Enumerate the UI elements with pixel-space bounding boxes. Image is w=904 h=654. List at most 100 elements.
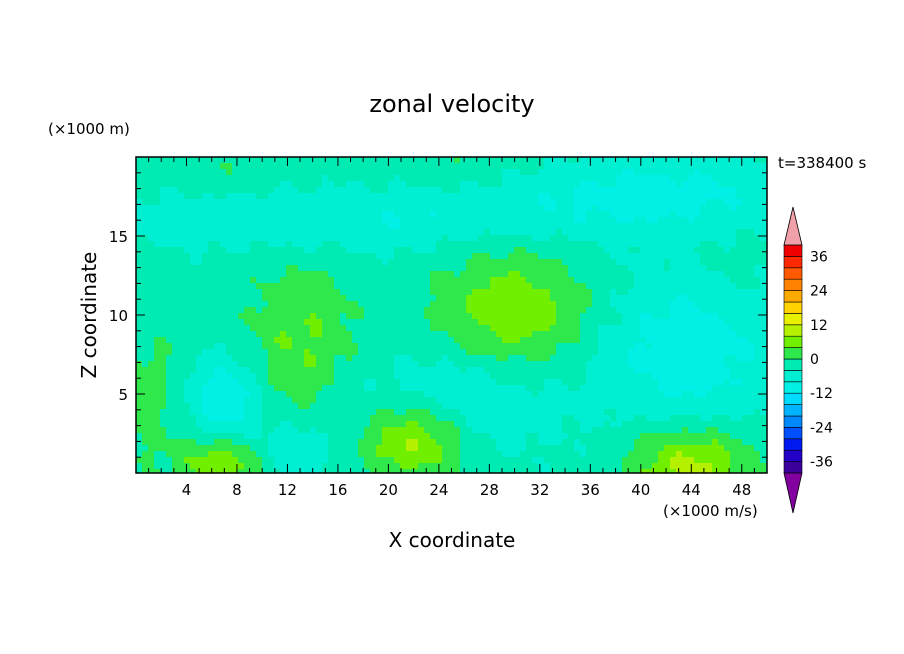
field-cell xyxy=(520,409,527,416)
field-cell xyxy=(400,229,407,236)
field-cell xyxy=(328,175,335,182)
field-cell xyxy=(244,469,251,474)
field-cell xyxy=(574,277,581,284)
field-cell xyxy=(568,373,575,380)
field-cell xyxy=(256,241,263,248)
field-cell xyxy=(178,391,185,398)
field-cell xyxy=(286,199,293,206)
field-cell xyxy=(364,415,371,422)
field-cell xyxy=(598,187,605,194)
field-cell xyxy=(454,457,461,464)
field-cell xyxy=(142,343,149,350)
field-cell xyxy=(316,325,323,332)
field-cell xyxy=(214,247,221,254)
field-cell xyxy=(220,247,227,254)
field-cell xyxy=(418,361,425,368)
field-cell xyxy=(700,157,707,164)
field-cell xyxy=(478,427,485,434)
field-cell xyxy=(676,391,683,398)
field-cell xyxy=(592,337,599,344)
field-cell xyxy=(670,253,677,260)
field-cell xyxy=(196,361,203,368)
field-cell xyxy=(412,157,419,164)
field-cell xyxy=(214,427,221,434)
field-cell xyxy=(286,415,293,422)
field-cell xyxy=(412,247,419,254)
field-cell xyxy=(574,373,581,380)
field-cell xyxy=(172,289,179,296)
field-cell xyxy=(556,205,563,212)
field-cell xyxy=(412,433,419,440)
field-cell xyxy=(640,199,647,206)
field-cell xyxy=(376,355,383,362)
field-cell xyxy=(556,271,563,278)
field-cell xyxy=(400,451,407,458)
field-cell xyxy=(286,391,293,398)
field-cell xyxy=(244,241,251,248)
field-cell xyxy=(196,349,203,356)
field-cell xyxy=(316,205,323,212)
field-cell xyxy=(628,193,635,200)
field-cell xyxy=(430,241,437,248)
field-cell xyxy=(586,253,593,260)
field-cell xyxy=(370,205,377,212)
field-cell xyxy=(406,259,413,266)
field-cell xyxy=(394,163,401,170)
field-cell xyxy=(442,385,449,392)
field-cell xyxy=(688,439,695,446)
field-cell xyxy=(484,235,491,242)
field-cell xyxy=(646,403,653,410)
field-cell xyxy=(262,319,269,326)
field-cell xyxy=(178,469,185,474)
field-cell xyxy=(436,211,443,218)
field-cell xyxy=(184,469,191,474)
field-cell xyxy=(496,175,503,182)
field-cell xyxy=(586,157,593,164)
field-cell xyxy=(640,409,647,416)
field-cell xyxy=(610,433,617,440)
field-cell xyxy=(208,283,215,290)
field-cell xyxy=(682,223,689,230)
field-cell xyxy=(682,403,689,410)
field-cell xyxy=(508,199,515,206)
field-cell xyxy=(184,379,191,386)
field-cell xyxy=(322,169,329,176)
field-cell xyxy=(532,313,539,320)
field-cell xyxy=(166,229,173,236)
field-cell xyxy=(250,187,257,194)
field-cell xyxy=(358,295,365,302)
field-cell xyxy=(376,331,383,338)
field-cell xyxy=(154,469,161,474)
field-cell xyxy=(568,205,575,212)
field-cell xyxy=(280,457,287,464)
field-cell xyxy=(256,403,263,410)
field-cell xyxy=(238,463,245,470)
field-cell xyxy=(694,163,701,170)
field-cell xyxy=(274,469,281,474)
field-cell xyxy=(598,205,605,212)
field-cell xyxy=(286,313,293,320)
field-cell xyxy=(646,259,653,266)
field-cell xyxy=(388,445,395,452)
field-cell xyxy=(640,433,647,440)
field-cell xyxy=(502,319,509,326)
field-cell xyxy=(382,439,389,446)
field-cell xyxy=(496,259,503,266)
field-cell xyxy=(376,283,383,290)
field-cell xyxy=(646,277,653,284)
field-cell xyxy=(538,235,545,242)
field-cell xyxy=(172,349,179,356)
field-cell xyxy=(622,271,629,278)
field-cell xyxy=(472,337,479,344)
field-cell xyxy=(430,319,437,326)
field-cell xyxy=(274,463,281,470)
field-cell xyxy=(358,421,365,428)
field-cell xyxy=(670,163,677,170)
field-cell xyxy=(466,211,473,218)
field-cell xyxy=(178,397,185,404)
field-cell xyxy=(334,271,341,278)
field-cell xyxy=(412,427,419,434)
field-cell xyxy=(172,235,179,242)
field-cell xyxy=(586,421,593,428)
